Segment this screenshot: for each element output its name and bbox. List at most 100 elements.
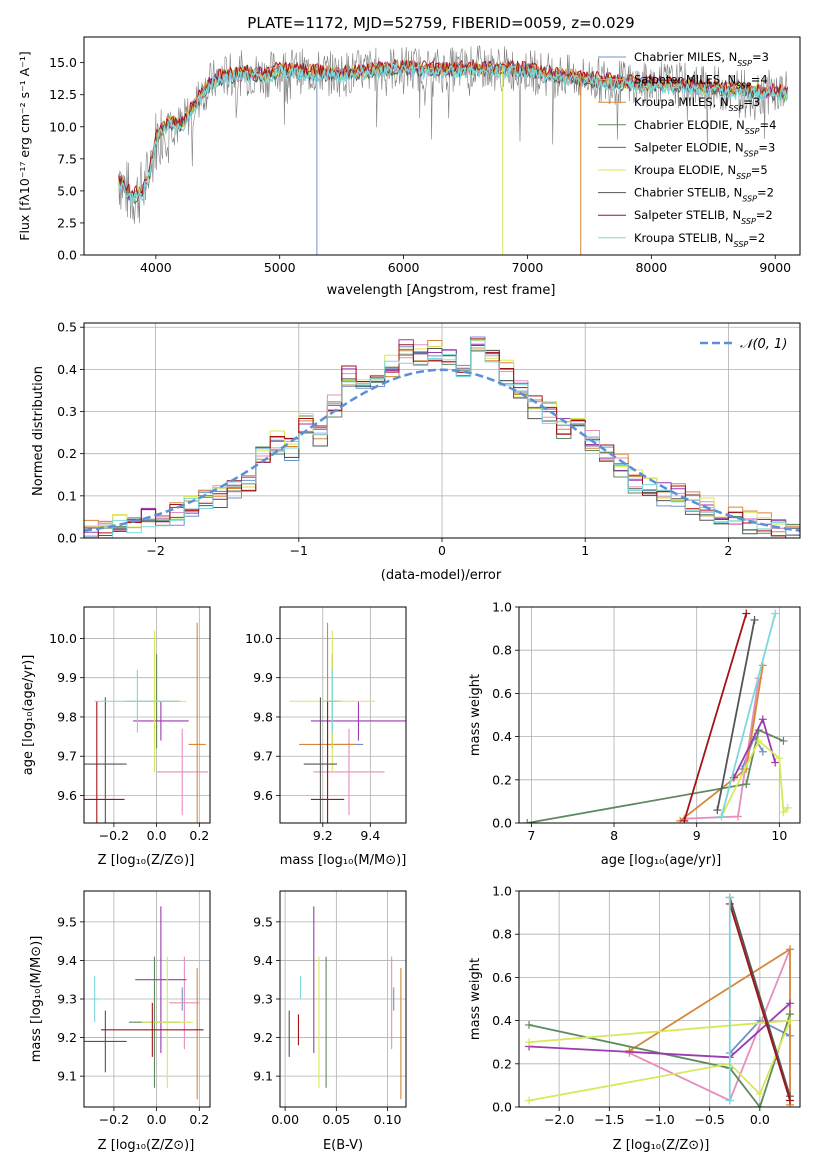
wage-point-6-1 (750, 615, 759, 624)
mass-vs-metallicity-xlabel: Z [log₁₀(Z/Z⊙)] (98, 1138, 195, 1153)
residuals-ytick-label-0: 0.0 (57, 531, 77, 546)
masse-ytick-label-0: 9.1 (253, 1069, 273, 1084)
massz-ytick-label-0: 9.1 (57, 1069, 77, 1084)
age-vs-mass-plot-area: 9.2 9.4 9.6 9.7 9.8 9.9 10.0 (245, 606, 407, 843)
spectrum-xtick-label-0: 4000 (140, 260, 172, 275)
weight-vs-age-panel: 7 8 9 10 0.0 0.2 0.4 0.6 0.8 1.0 age [log₁₀(age/y… (468, 600, 801, 868)
legend-count-2: =3 (743, 95, 760, 109)
legend-subscript-3: SSP (745, 126, 760, 135)
wage-ytick-label-0: 0.0 (492, 816, 512, 831)
masse-frame (279, 890, 407, 1108)
legend-subscript-1: SSP (736, 81, 751, 90)
legend-count-7: =2 (756, 208, 773, 222)
wage-point-5-4 (783, 803, 792, 812)
legend-subscript-8: SSP (734, 239, 749, 248)
masse-xtick-label-2: 0.10 (374, 1112, 402, 1127)
agez-xtick-label-0: −0.2 (99, 828, 129, 843)
wage-point-8-1 (771, 609, 780, 618)
spectrum-ytick-label-0: 0.0 (57, 248, 77, 263)
legend-label-6: Chabrier STELIB, NSSP=2 (634, 186, 774, 204)
weight-vs-metallicity-plot-area: −2.0 −1.5 −1.0 −0.5 0.0 0.0 0.2 0.4 0.6 0.8 1.0 (492, 884, 801, 1127)
wage-point-3-3 (779, 736, 788, 745)
residuals-ytick-label-4: 0.4 (57, 362, 77, 377)
wage-point-5-2 (775, 754, 784, 763)
agem-marks (289, 622, 406, 823)
residuals-xtick-label-3: 1 (581, 543, 589, 558)
spectrum-xtick-label-3: 7000 (512, 260, 544, 275)
agez-ytick-label-1: 9.7 (57, 749, 77, 764)
agez-ytick-label-2: 9.8 (57, 709, 77, 724)
legend-subscript-4: SSP (744, 149, 759, 158)
spectrum-xtick-label-5: 9000 (759, 260, 791, 275)
agez-frame (83, 606, 211, 824)
wz-series-line-6 (728, 897, 791, 1097)
legend-label-5: Kroupa ELODIE, NSSP=5 (634, 163, 768, 181)
wz-series-line-7 (728, 903, 791, 1101)
legend-count-1: =4 (751, 73, 768, 87)
agem-xtick-label-1: 9.4 (360, 828, 380, 843)
spectrum-model-line-8 (118, 61, 789, 205)
residuals-histogram-2 (84, 340, 800, 533)
wz-frame (518, 890, 801, 1108)
wage-series-line-6 (716, 619, 756, 811)
agem-ytick-label-2: 9.8 (253, 709, 273, 724)
masse-ytick-label-1: 9.2 (253, 1030, 273, 1045)
spectrum-ytick-label-4: 10.0 (49, 119, 77, 134)
weight-vs-age-xlabel: age [log₁₀(age/yr)] (601, 853, 722, 868)
wage-xtick-label-0: 7 (527, 828, 535, 843)
wage-series-line-3 (527, 728, 784, 823)
residuals-xtick-label-2: 0 (438, 543, 446, 558)
mass-vs-extinction-panel: 0.00 0.05 0.10 9.1 9.2 9.3 9.4 9.5 E(B-V) (253, 890, 407, 1153)
agez-marks (84, 622, 208, 823)
agez-ytick-label-4: 10.0 (49, 631, 77, 646)
spectrum-xtick-label-2: 6000 (388, 260, 420, 275)
wage-xtick-label-1: 8 (610, 828, 618, 843)
wz-ytick-label-2: 0.4 (492, 1013, 512, 1028)
wz-ytick-label-3: 0.6 (492, 970, 512, 985)
wz-point-5-2 (755, 1090, 764, 1099)
residuals-ytick-label-5: 0.5 (57, 320, 77, 335)
wage-ytick-label-4: 0.8 (492, 643, 512, 658)
spectrum-ytick-label-1: 2.5 (57, 215, 77, 230)
wage-series-line-8 (720, 613, 777, 817)
legend-count-6: =2 (757, 186, 774, 200)
masse-ytick-label-4: 9.5 (253, 914, 273, 929)
legend-label-7: Salpeter STELIB, NSSP=2 (634, 208, 773, 226)
massz-marks (84, 906, 204, 1100)
massz-frame (83, 890, 211, 1108)
wz-point-2-0 (625, 1046, 634, 1055)
legend-count-4: =3 (758, 140, 775, 154)
wage-point-3-0 (523, 819, 532, 823)
spectrum-xtick-label-4: 8000 (635, 260, 667, 275)
wz-marks (525, 893, 794, 1107)
age-vs-mass-panel: 9.2 9.4 9.6 9.7 9.8 9.9 10.0 mass [log₁₀(M/M⊙)… (245, 606, 407, 868)
residuals-ylabel: Normed distribution (31, 366, 46, 496)
legend-subscript-7: SSP (741, 217, 756, 226)
age-vs-metallicity-panel: −0.2 0.0 0.2 9.6 9.7 9.8 9.9 10.0 Z [log₁₀(Z/Z⊙… (21, 606, 211, 868)
weight-vs-age-plot-area: 7 8 9 10 0.0 0.2 0.4 0.6 0.8 1.0 (492, 600, 801, 843)
legend-label-3: Chabrier ELODIE, NSSP=4 (634, 118, 776, 136)
wz-series-line-3 (528, 1013, 791, 1107)
wage-point-0-2 (758, 747, 767, 756)
legend-subscript-5: SSP (736, 172, 751, 181)
residuals-xtick-label-1: −1 (290, 543, 308, 558)
masse-ytick-label-2: 9.3 (253, 992, 273, 1007)
masse-marks (288, 906, 402, 1100)
masse-ytick-label-3: 9.4 (253, 953, 273, 968)
spectrum-xlabel: wavelength [Angstrom, rest frame] (327, 283, 556, 298)
masse-xtick-label-0: 0.00 (271, 1112, 299, 1127)
residuals-frame (83, 322, 801, 539)
wage-point-3-1 (742, 780, 751, 789)
massz-ytick-label-1: 9.2 (57, 1030, 77, 1045)
mass-vs-extinction-plot-area: 0.00 0.05 0.10 9.1 9.2 9.3 9.4 9.5 (253, 890, 407, 1127)
wz-point-8-0 (725, 893, 734, 902)
mass-vs-metallicity-panel: −0.2 0.0 0.2 9.1 9.2 9.3 9.4 9.5 Z [log₁₀(Z/Z⊙)… (29, 890, 211, 1153)
massz-xtick-label-1: 0.0 (147, 1112, 167, 1127)
spectrum-frame (83, 36, 801, 256)
legend-count-8: =2 (748, 231, 765, 245)
wz-point-4-2 (785, 999, 794, 1008)
weight-vs-metallicity-xlabel: Z [log₁₀(Z/Z⊙)] (613, 1138, 710, 1153)
weight-vs-age-ylabel: mass weight (468, 674, 483, 756)
spectrum-ytick-label-3: 7.5 (57, 151, 77, 166)
